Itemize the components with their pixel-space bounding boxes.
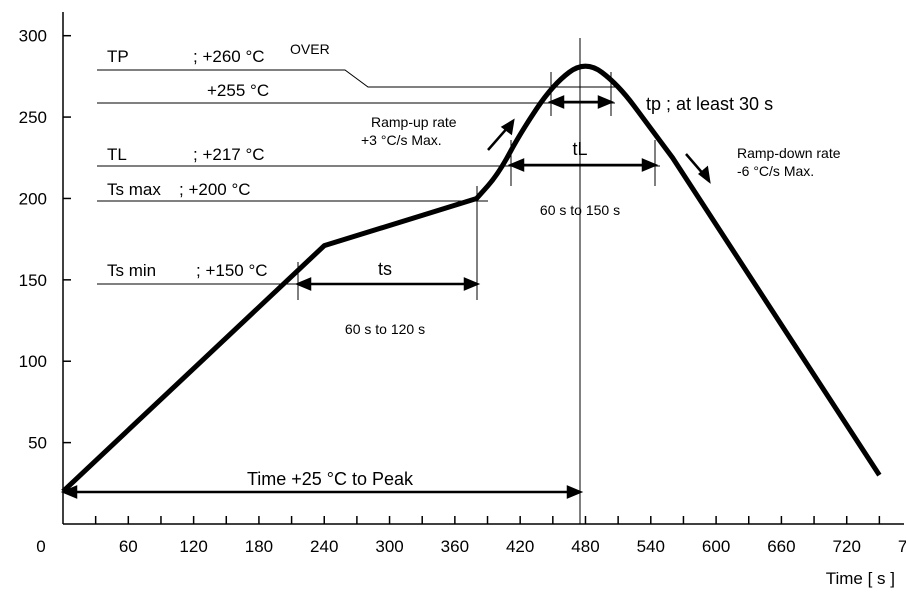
t255-value-label: +255 °C (207, 81, 269, 100)
ramp-down-label-line1: Ramp-down rate (737, 145, 841, 161)
ts-range-label: 60 s to 120 s (345, 321, 425, 337)
tl-span-arrow (507, 158, 659, 172)
x-axis-label: Time [ s ] (826, 569, 895, 588)
x-tick-label: 720 (833, 537, 861, 556)
tp-span-arrow (547, 95, 615, 109)
tl-range-label: 60 s to 150 s (540, 202, 620, 218)
x-tick-label: 300 (375, 537, 403, 556)
ramp-down-label-line2: -6 °C/s Max. (737, 163, 814, 179)
x-tick-label: 360 (441, 537, 469, 556)
y-tick-label: 200 (19, 189, 47, 208)
tl-value-label: ; +217 °C (193, 145, 265, 164)
tl-name-label: TL (107, 145, 127, 164)
x-tick-label: 600 (702, 537, 730, 556)
y-tick-label: 150 (19, 271, 47, 290)
x-tick-label: 420 (506, 537, 534, 556)
x-tick-label: 180 (245, 537, 273, 556)
y-tick-label: 250 (19, 108, 47, 127)
ts-span-arrow (294, 277, 481, 291)
tp-value-label: ; +260 °C (193, 47, 265, 66)
span-arrows (60, 95, 711, 499)
ramp-up-label-line1: Ramp-up rate (371, 114, 457, 130)
x-tick-label: 240 (310, 537, 338, 556)
x-tick-label: 480 (571, 537, 599, 556)
x-tick-label: 540 (637, 537, 665, 556)
time-to-peak-label: Time +25 °C to Peak (247, 469, 414, 489)
x-tick-label: 0 (36, 537, 45, 556)
x-tick-label: 780 (898, 537, 906, 556)
time-to-peak-arrow (60, 485, 584, 499)
y-tick-label: 50 (28, 434, 47, 453)
tp-name-label: TP (107, 47, 129, 66)
tp-span-label: tp ; at least 30 s (646, 94, 773, 114)
ramp-up-arrow (487, 118, 515, 151)
tsmin-name-label: Ts min (107, 261, 156, 280)
y-ticks: 50 100 150 200 250 300 (19, 27, 71, 453)
x-tick-label: 120 (179, 537, 207, 556)
x-tick-label: 660 (767, 537, 795, 556)
over-label: OVER (290, 41, 330, 57)
tsmax-value-label: ; +200 °C (179, 180, 251, 199)
x-ticks: 0 60 120 180 240 300 360 420 480 540 600 660 720 780 (36, 516, 906, 556)
ramp-up-label-line2: +3 °C/s Max. (361, 132, 442, 148)
ramp-down-arrow (685, 153, 711, 184)
series-line (61, 63, 882, 494)
tsmax-name-label: Ts max (107, 180, 161, 199)
tl-span-label: tL (572, 139, 587, 159)
reference-lines (97, 38, 660, 524)
y-tick-label: 100 (19, 352, 47, 371)
x-tick-label: 60 (119, 537, 138, 556)
tp-over-line (97, 69, 615, 88)
y-tick-label: 300 (19, 27, 47, 46)
ts-label: ts (378, 259, 392, 279)
tsmin-value-label: ; +150 °C (196, 261, 268, 280)
